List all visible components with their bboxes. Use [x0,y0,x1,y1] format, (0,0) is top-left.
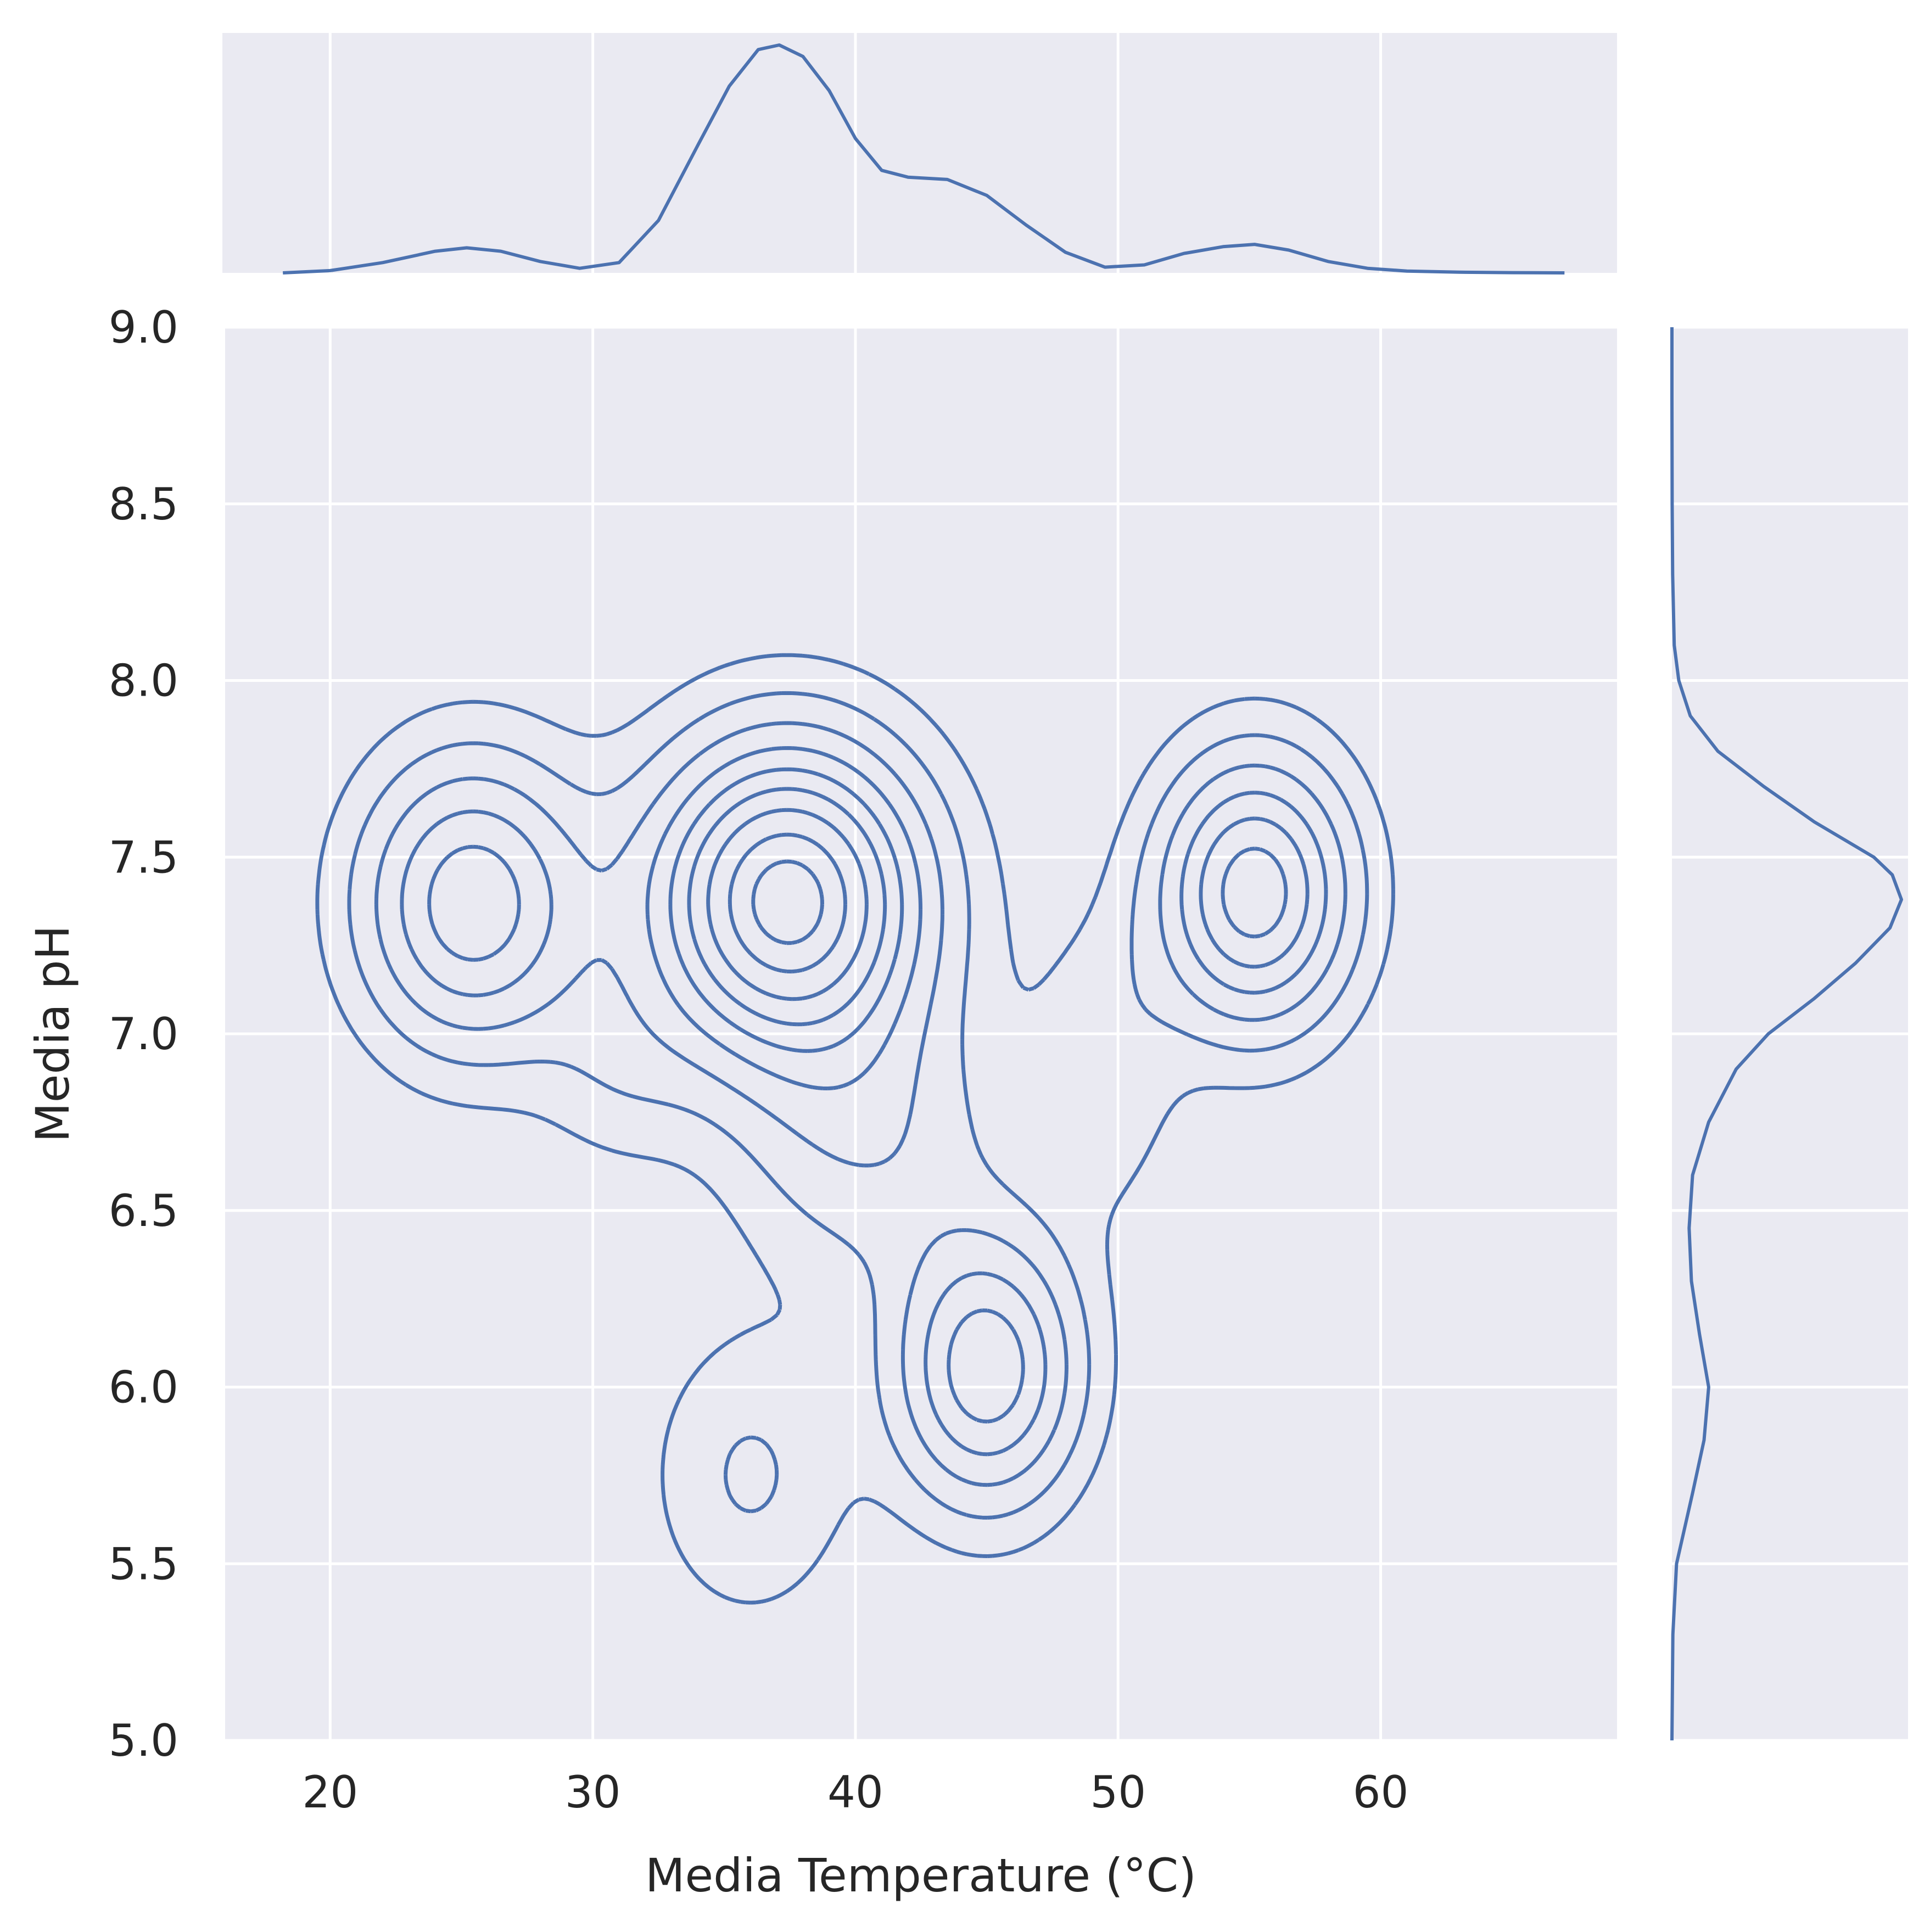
y-tick-label: 8.0 [109,656,178,707]
x-tick-label: 40 [827,1767,883,1818]
right-marginal-grid [1672,326,1908,1742]
kde-contour-level-6 [687,787,1288,1027]
kde-contour-level-4 [400,746,1328,1457]
x-axis-label: Media Temperature (°C) [645,1849,1196,1902]
kde-contour-level-2 [347,691,1369,1520]
y-axis-tick-labels: 5.0 5.5 6.0 6.5 7.0 7.5 8.0 8.5 9.0 [109,302,178,1766]
x-tick-label: 30 [565,1767,621,1818]
kde-contour-level-1 [315,653,1395,1605]
y-tick-label: 9.0 [109,302,178,353]
y-tick-label: 7.0 [109,1009,178,1060]
y-tick-label: 7.5 [109,832,178,883]
kde-contour-level-3 [374,721,1347,1487]
x-tick-label: 60 [1353,1767,1409,1818]
y-tick-label: 6.5 [109,1185,178,1236]
kde-contour-level-9 [751,859,824,945]
right-marginal-panel [1670,326,1908,1742]
y-axis-label: Media pH [26,925,80,1142]
top-marginal-background [222,33,1617,273]
kde-contour-level-5 [427,767,1310,1424]
y-tick-label: 8.5 [109,479,178,530]
y-tick-label: 5.0 [109,1715,178,1766]
y-tick-label: 5.5 [109,1538,178,1589]
kde-contour-level-8 [728,832,847,974]
marginal-x-density-line [283,43,1565,275]
top-marginal-grid [328,33,1383,273]
x-tick-label: 50 [1090,1767,1146,1818]
top-marginal-panel [222,33,1617,275]
joint-panel [225,326,1617,1742]
marginal-y-density-line [1670,327,1903,1741]
kde-contour-level-7 [706,808,869,1001]
x-tick-label: 20 [302,1767,358,1818]
kde-contour-group [315,653,1395,1605]
x-axis-tick-labels: 20 30 40 50 60 [302,1767,1408,1818]
y-tick-label: 6.0 [109,1362,178,1413]
